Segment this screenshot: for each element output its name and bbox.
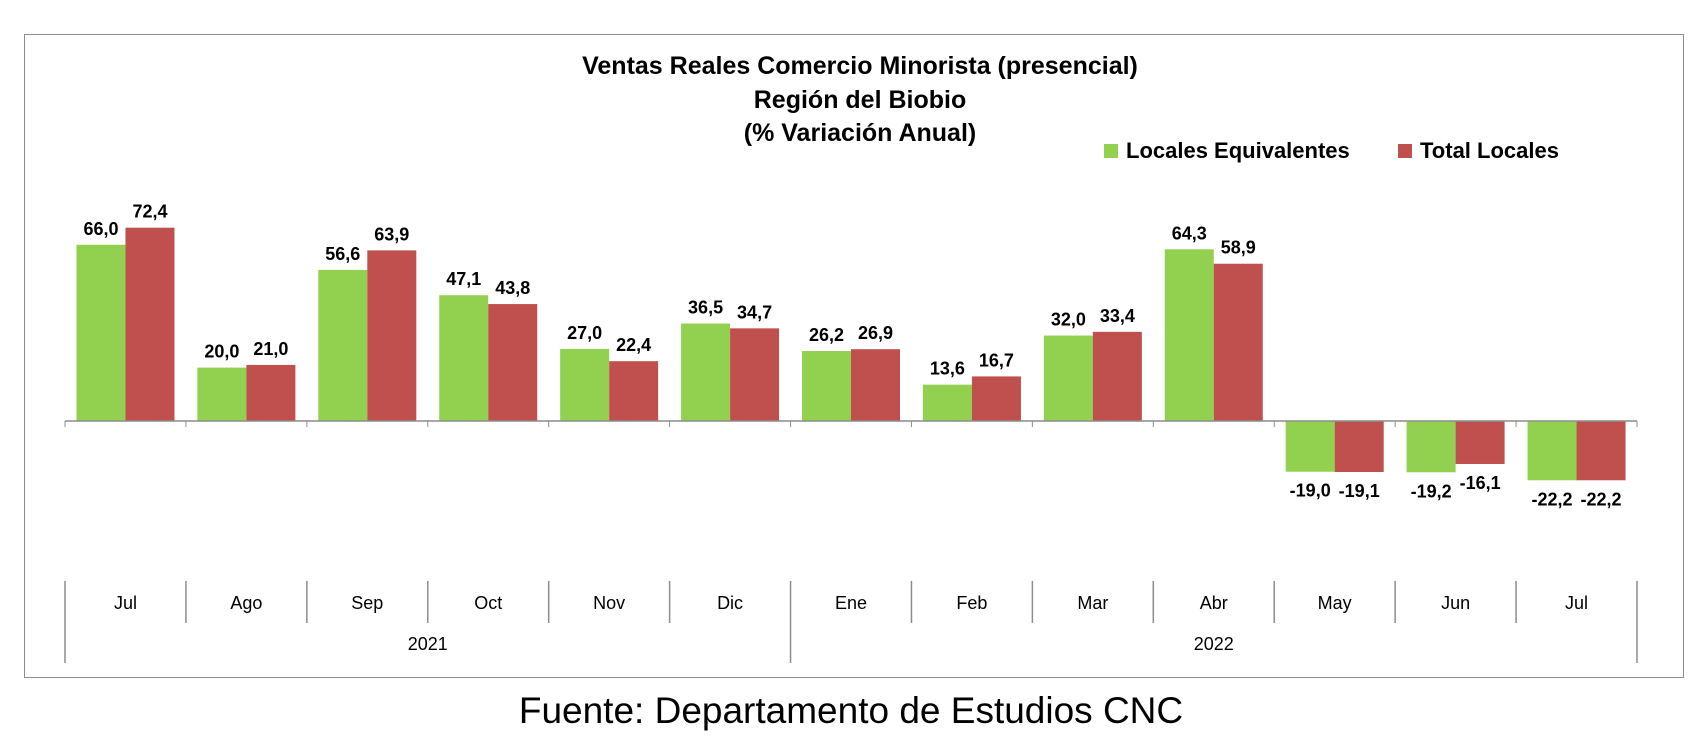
data-label-total-5: 34,7 — [737, 302, 772, 322]
data-label-equivalentes-4: 27,0 — [567, 323, 602, 343]
bar-total-1 — [246, 364, 296, 421]
legend-item-total: Total Locales — [1398, 138, 1559, 164]
category-label-12: Jul — [1565, 593, 1588, 613]
data-label-total-11: -16,1 — [1460, 473, 1501, 493]
data-label-total-9: 58,9 — [1221, 238, 1256, 258]
data-label-equivalentes-8: 32,0 — [1051, 310, 1086, 330]
bar-equivalentes-1 — [197, 367, 247, 421]
data-label-total-6: 26,9 — [858, 323, 893, 343]
data-label-equivalentes-7: 13,6 — [930, 359, 965, 379]
category-label-0: Jul — [114, 593, 137, 613]
bar-equivalentes-11 — [1406, 421, 1456, 473]
bar-total-9 — [1213, 263, 1263, 421]
source-note: Fuente: Departamento de Estudios CNC — [518, 690, 1184, 731]
group-label-1: 2022 — [1194, 634, 1234, 654]
bar-equivalentes-12 — [1527, 421, 1577, 481]
legend-label-equivalentes: Locales Equivalentes — [1126, 138, 1350, 163]
category-label-1: Ago — [230, 593, 262, 613]
chart-title-line-1: Ventas Reales Comercio Minorista (presen… — [582, 52, 1138, 80]
bar-equivalentes-0 — [76, 244, 126, 421]
bar-total-5 — [730, 328, 780, 421]
bar-equivalentes-4 — [560, 348, 610, 421]
category-label-7: Feb — [956, 593, 987, 613]
data-label-total-3: 43,8 — [495, 278, 530, 298]
data-label-equivalentes-2: 56,6 — [325, 244, 360, 264]
category-label-11: Jun — [1441, 593, 1470, 613]
legend-swatch-total — [1398, 144, 1412, 158]
category-label-2: Sep — [351, 593, 383, 613]
data-label-total-12: -22,2 — [1581, 489, 1622, 509]
bar-total-10 — [1334, 421, 1384, 472]
data-label-equivalentes-3: 47,1 — [446, 269, 481, 289]
bar-equivalentes-8 — [1043, 335, 1093, 421]
data-label-equivalentes-5: 36,5 — [688, 298, 723, 318]
legend-label-total: Total Locales — [1420, 138, 1559, 163]
bar-equivalentes-2 — [318, 269, 368, 421]
bar-equivalentes-6 — [802, 351, 851, 421]
chart-title-line-3: (% Variación Anual) — [743, 119, 977, 147]
data-label-equivalentes-10: -19,0 — [1290, 481, 1331, 501]
data-label-total-8: 33,4 — [1100, 306, 1135, 326]
bar-total-8 — [1092, 331, 1142, 421]
category-label-4: Nov — [593, 593, 625, 613]
category-label-8: Mar — [1077, 593, 1108, 613]
group-label-0: 2021 — [408, 634, 448, 654]
bar-total-7 — [971, 376, 1021, 421]
legend-item-equivalentes: Locales Equivalentes — [1104, 138, 1350, 164]
bar-total-12 — [1576, 421, 1626, 481]
bar-total-4 — [609, 361, 659, 421]
bar-equivalentes-3 — [439, 295, 489, 421]
bar-total-0 — [125, 227, 175, 421]
data-label-equivalentes-1: 20,0 — [204, 342, 239, 362]
bar-equivalentes-10 — [1285, 421, 1335, 472]
bar-equivalentes-5 — [681, 323, 731, 421]
data-label-total-1: 21,0 — [253, 339, 288, 359]
data-label-total-10: -19,1 — [1339, 481, 1380, 501]
data-label-total-2: 63,9 — [374, 224, 409, 244]
data-label-total-7: 16,7 — [979, 350, 1014, 370]
data-label-total-0: 72,4 — [132, 202, 167, 222]
category-label-6: Ene — [835, 593, 867, 613]
category-label-3: Oct — [474, 593, 502, 613]
category-label-9: Abr — [1200, 593, 1228, 613]
data-label-equivalentes-9: 64,3 — [1172, 223, 1207, 243]
legend-swatch-equivalentes — [1104, 144, 1118, 158]
data-label-equivalentes-0: 66,0 — [83, 219, 118, 239]
bar-total-3 — [488, 304, 538, 421]
data-label-equivalentes-11: -19,2 — [1411, 481, 1452, 501]
category-label-10: May — [1318, 593, 1352, 613]
bar-total-6 — [851, 349, 900, 421]
bar-chart: 66,0 20,0 56,6 47,1 27,0 36,5 26,2 13,6 32,0 64,3… — [64, 202, 1638, 663]
data-label-equivalentes-12: -22,2 — [1532, 489, 1573, 509]
data-label-total-4: 22,4 — [616, 335, 651, 355]
bar-total-2 — [367, 250, 417, 421]
category-label-5: Dic — [717, 593, 743, 613]
chart-title-line-2: Región del Biobio — [753, 86, 967, 114]
data-label-equivalentes-6: 26,2 — [809, 325, 844, 345]
bar-equivalentes-7 — [922, 384, 972, 421]
bar-equivalentes-9 — [1164, 249, 1214, 421]
bar-total-11 — [1455, 421, 1505, 464]
